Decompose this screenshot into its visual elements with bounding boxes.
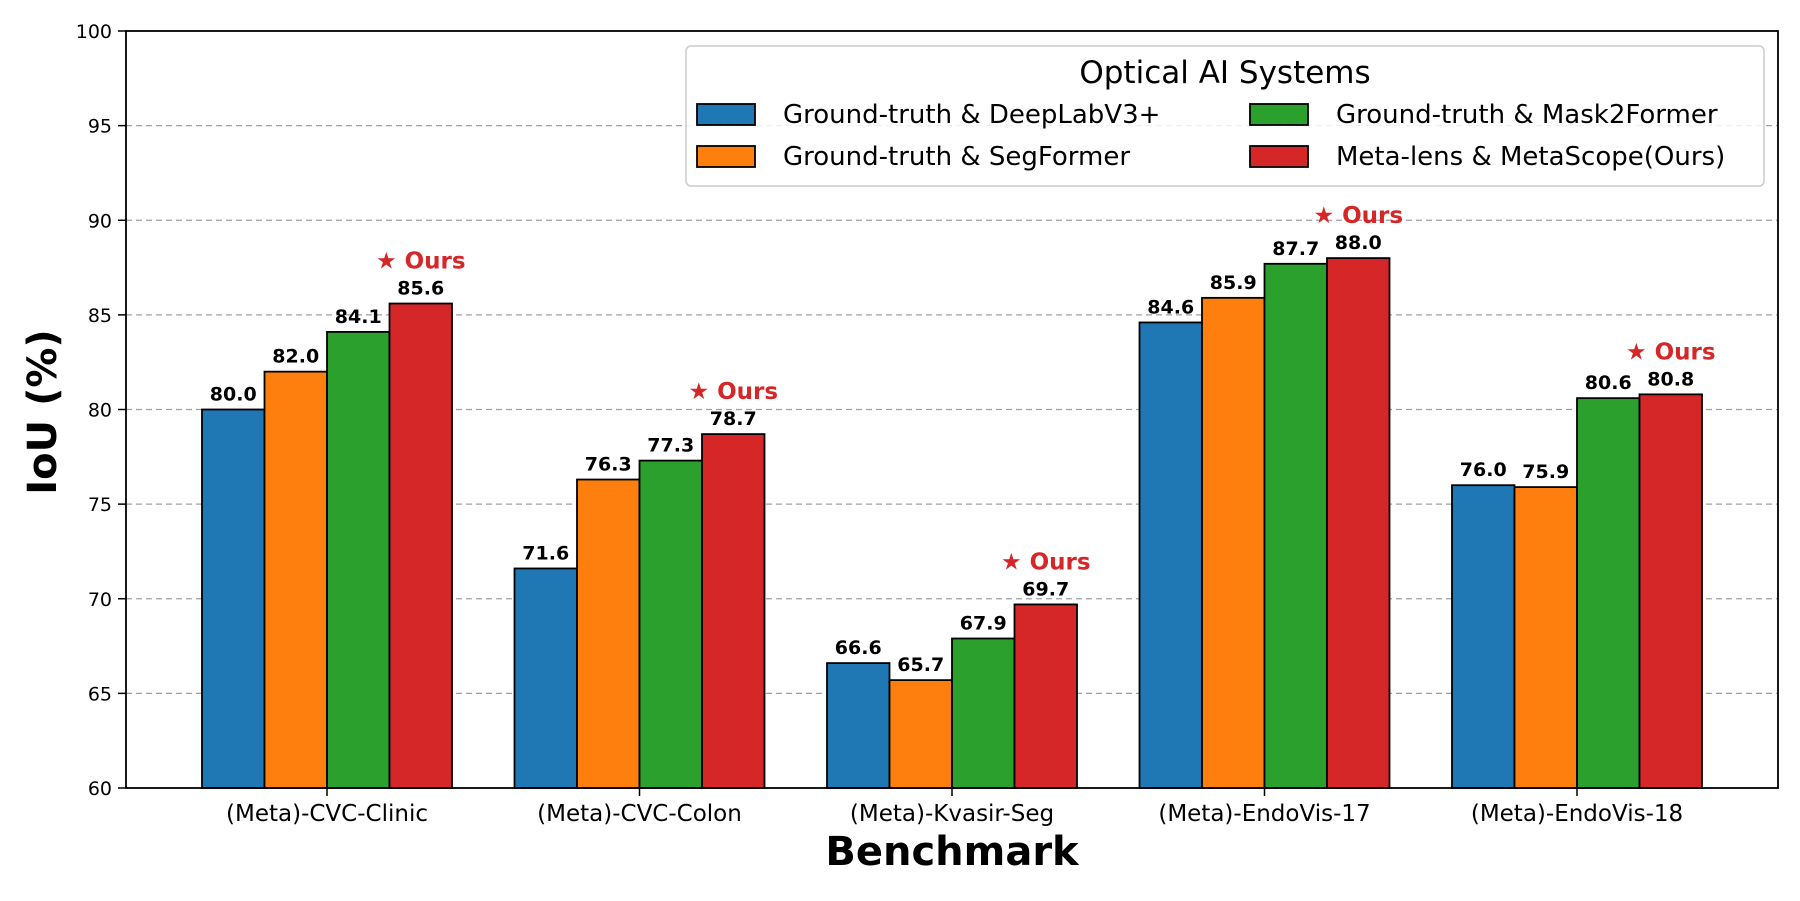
data-label: 84.6 [1147,296,1194,318]
bar [201,408,266,789]
bar [326,331,391,789]
y-tick-label: 75 [88,494,112,516]
bar [1638,393,1703,789]
y-tick-label: 65 [88,683,112,705]
data-label: 80.0 [210,384,257,406]
data-label: 76.3 [585,454,632,476]
x-tick-label: (Meta)-CVC-Colon [537,801,742,827]
y-tick-label: 60 [88,778,112,800]
bar [1138,321,1203,789]
y-tick-label: 95 [88,116,112,138]
data-label: 69.7 [1022,578,1069,600]
bar [576,478,641,789]
legend-swatch [1249,103,1309,126]
data-label: 65.7 [897,654,944,676]
bar [1263,262,1328,789]
axes: 60 65 70 75 80 85 90 95 100 (Meta)-CVC-Clinic (Met… [76,21,1779,827]
data-label: 77.3 [647,435,694,457]
bar [1326,257,1391,789]
data-label: 76.0 [1460,459,1507,481]
data-label: 85.9 [1210,272,1257,294]
data-labels: 80.0 82.0 84.1 85.6 ★ Ours 71.6 76.3 77.3 78.7 ★ … [210,203,1716,676]
legend-box [685,45,1765,187]
legend: Optical AI Systems Ground-truth & DeepLa… [685,45,1765,187]
bars [201,257,1703,789]
data-label: 80.6 [1585,372,1632,394]
x-tick-label: (Meta)-Kvasir-Seg [850,801,1054,827]
ours-annotation: ★ Ours [688,379,778,405]
bar [1451,484,1516,789]
ours-annotation: ★ Ours [1313,203,1403,229]
legend-label: Ground-truth & SegFormer [783,142,1130,172]
data-label: 71.6 [522,542,569,564]
data-label: 67.9 [960,612,1007,634]
plot-frame [125,30,1779,789]
data-label: 82.0 [272,346,319,368]
x-tick-label: (Meta)-EndoVis-18 [1471,801,1683,827]
legend-swatch [696,103,756,126]
bar [1513,486,1578,789]
ours-annotation: ★ Ours [1626,339,1716,365]
x-tick-label: (Meta)-EndoVis-17 [1158,801,1370,827]
x-axis-title: Benchmark [825,829,1080,875]
data-label: 78.7 [710,408,757,430]
data-label: 87.7 [1272,238,1319,260]
ours-annotation: ★ Ours [376,249,466,275]
legend-label: Ground-truth & Mask2Former [1336,100,1718,130]
bar [1201,296,1266,789]
ours-annotation: ★ Ours [1001,549,1091,575]
bar [513,567,578,789]
y-tick-label: 85 [88,305,112,327]
data-label: 88.0 [1335,232,1382,254]
bar [1013,603,1078,789]
legend-label: Ground-truth & DeepLabV3+ [783,100,1160,130]
legend-label: Meta-lens & MetaScope(Ours) [1336,142,1725,172]
data-label: 84.1 [335,306,382,328]
bar [638,459,703,789]
y-tick-label: 90 [88,210,112,232]
x-tick-label: (Meta)-CVC-Clinic [226,801,428,827]
y-axis-title: IoU (%) [20,329,66,494]
bar [1576,397,1641,789]
bar [951,637,1016,789]
data-label: 85.6 [397,278,444,300]
legend-swatch [696,145,756,168]
y-tick-label: 100 [76,21,112,43]
bar [701,433,766,789]
y-tick-label: 80 [88,400,112,422]
bar [388,302,453,789]
data-label: 66.6 [835,637,882,659]
bar [826,662,891,789]
legend-swatch [1249,145,1309,168]
legend-title: Optical AI Systems [1079,55,1370,91]
data-label: 75.9 [1522,461,1569,483]
bar [263,370,328,789]
data-label: 80.8 [1647,368,1694,390]
y-tick-label: 70 [88,589,112,611]
bar [888,679,953,789]
